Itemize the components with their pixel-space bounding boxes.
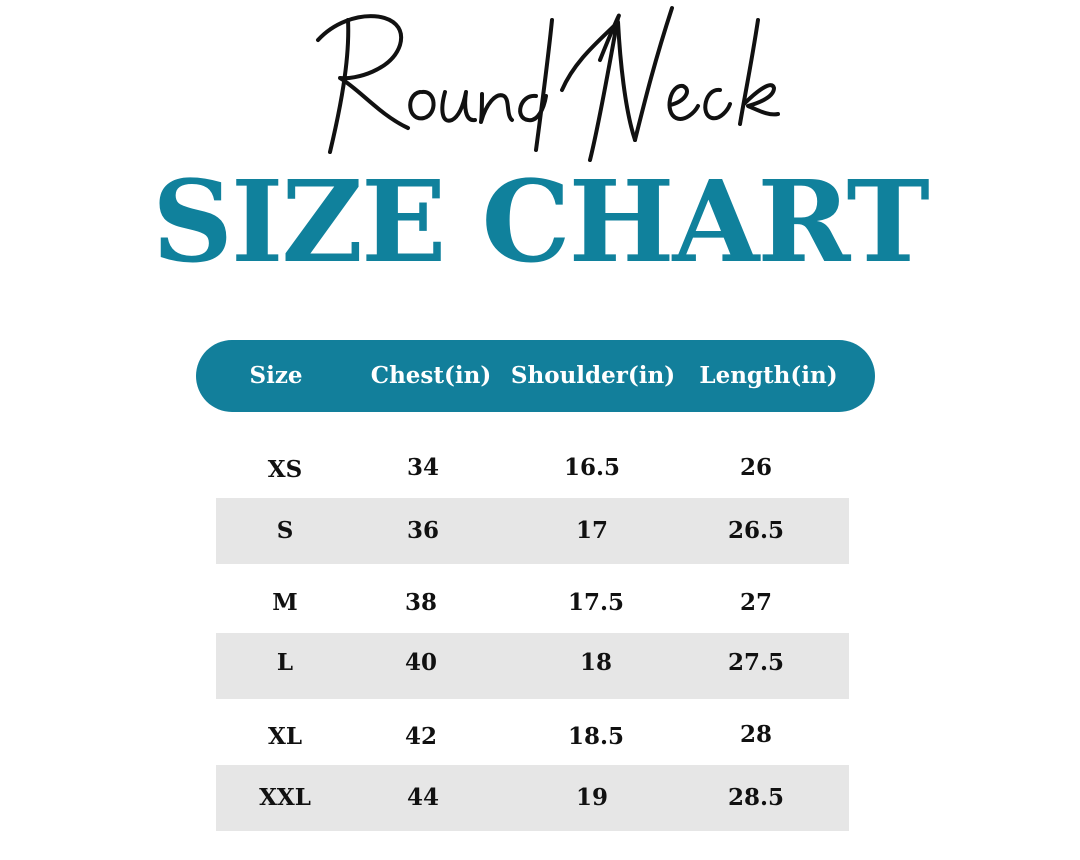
cell-length: 26 bbox=[739, 454, 772, 481]
cell-chest: 36 bbox=[406, 517, 439, 544]
cell-size: XXL bbox=[259, 784, 311, 811]
cell-shoulder: 16.5 bbox=[563, 454, 621, 481]
cell-shoulder: 18.5 bbox=[567, 723, 625, 750]
header-size: Size bbox=[249, 362, 303, 389]
cell-size: S bbox=[276, 517, 294, 544]
page-title: SIZE CHART bbox=[152, 157, 930, 288]
cell-length: 28.5 bbox=[727, 784, 785, 811]
cell-chest: 42 bbox=[404, 723, 437, 750]
cell-chest: 44 bbox=[406, 784, 439, 811]
header-chest: Chest(in) bbox=[370, 362, 492, 389]
cell-chest: 34 bbox=[406, 454, 439, 481]
cell-shoulder: 17.5 bbox=[567, 589, 625, 616]
cell-length: 28 bbox=[739, 721, 772, 748]
header-shoulder: Shoulder(in) bbox=[510, 362, 676, 389]
script-title-lettering bbox=[316, 6, 780, 162]
script-title bbox=[0, 0, 1080, 170]
cell-length: 26.5 bbox=[727, 517, 785, 544]
cell-chest: 38 bbox=[404, 589, 437, 616]
cell-shoulder: 18 bbox=[579, 649, 612, 676]
cell-length: 27 bbox=[739, 589, 772, 616]
cell-chest: 40 bbox=[404, 649, 437, 676]
cell-length: 27.5 bbox=[727, 649, 785, 676]
cell-size: L bbox=[276, 649, 294, 676]
cell-size: XS bbox=[267, 456, 303, 483]
row-shade-xxl bbox=[216, 765, 849, 831]
cell-shoulder: 17 bbox=[575, 517, 608, 544]
cell-size: M bbox=[272, 589, 298, 616]
cell-shoulder: 19 bbox=[575, 784, 608, 811]
table-header: Size Chest(in) Shoulder(in) Length(in) bbox=[196, 340, 875, 412]
row-shade-s bbox=[216, 498, 849, 564]
row-shade-l bbox=[216, 633, 849, 699]
cell-size: XL bbox=[267, 723, 303, 750]
header-length: Length(in) bbox=[699, 362, 838, 389]
